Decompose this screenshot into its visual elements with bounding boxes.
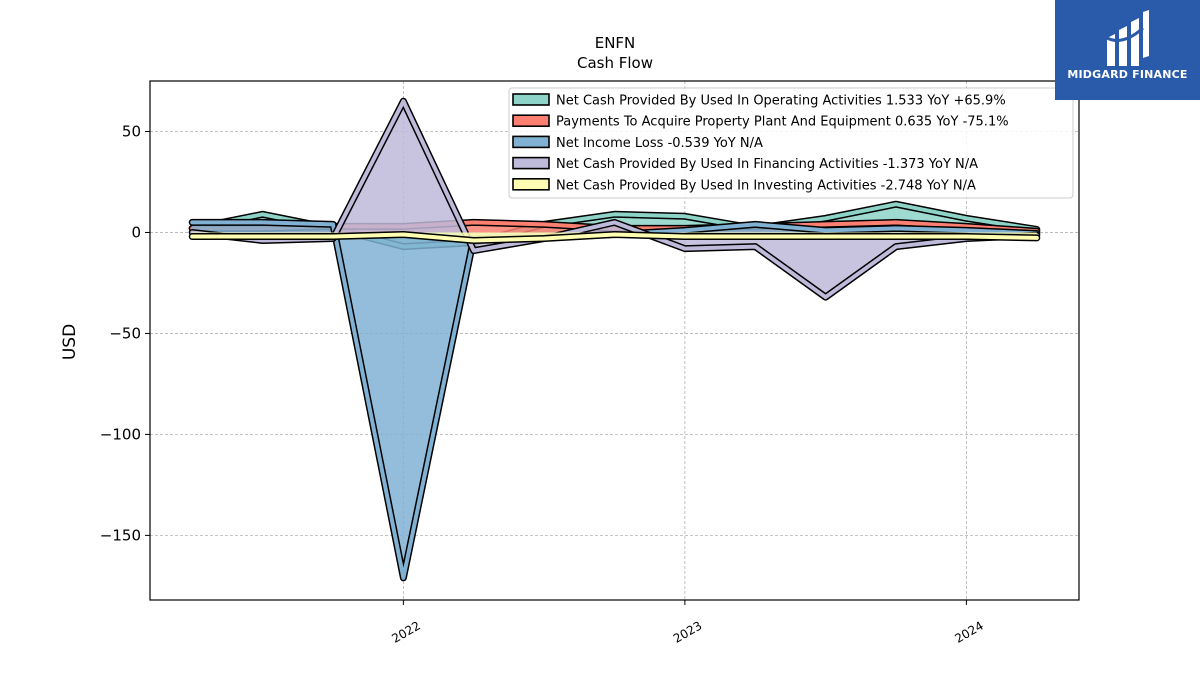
x-tick-label: 2022: [389, 618, 422, 645]
brand-logo: MIDGARD FINANCE: [1055, 0, 1200, 100]
y-tick-label: −150: [100, 526, 141, 544]
legend-swatch: [512, 135, 550, 149]
chart-title: ENFN: [595, 34, 636, 52]
series-area-net-cash-provided-by-used-in-financing-activities: [192, 101, 1037, 298]
legend-swatch: [512, 93, 550, 106]
series-area-net-income-loss: [192, 222, 1037, 578]
y-tick-label: −100: [100, 425, 141, 443]
legend: Net Cash Provided By Used In Operating A…: [508, 87, 1074, 199]
legend-entry: Net Cash Provided By Used In Investing A…: [556, 178, 976, 193]
series-layer: [188, 97, 1041, 582]
legend-entry: Net Income Loss -0.539 YoY N/A: [556, 136, 763, 151]
legend-box: [508, 87, 1074, 199]
axes-layer: 50 0 −50 −100 −150 2022 2023 2024: [100, 122, 986, 645]
x-tick-label: 2023: [671, 618, 704, 645]
logo-mark-icon: [1106, 10, 1149, 66]
legend-entry: Net Cash Provided By Used In Operating A…: [556, 94, 1006, 109]
y-axis-label: USD: [60, 324, 80, 360]
x-tick-label: 2024: [952, 618, 985, 645]
legend-entry: Payments To Acquire Property Plant And E…: [556, 115, 1009, 130]
legend-entry: Net Cash Provided By Used In Financing A…: [556, 157, 978, 172]
series-outline-net-income-loss: [188, 218, 1041, 582]
series-line-net-cash-provided-by-used-in-investing-activities: [190, 232, 1039, 243]
plot-frame: [149, 80, 1080, 601]
legend-swatch: [512, 178, 550, 191]
series-line-net-income-loss: [190, 220, 1039, 580]
chart-subtitle: Cash Flow: [577, 54, 653, 72]
legend-swatch: [512, 156, 550, 170]
y-tick-label: 50: [122, 122, 141, 140]
logo-text: MIDGARD FINANCE: [1067, 68, 1188, 81]
legend-swatch: [512, 114, 550, 127]
y-tick-label: 0: [131, 223, 141, 241]
y-tick-label: −50: [109, 324, 141, 342]
